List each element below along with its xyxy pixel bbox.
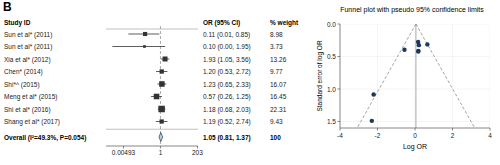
x-tick-label: 0 xyxy=(413,132,417,139)
x-axis-label: Log OR xyxy=(403,143,427,151)
confidence-interval xyxy=(112,46,165,47)
study-marker xyxy=(160,69,164,73)
study-name: Sun et al* (2011) xyxy=(4,43,52,51)
study-name: Xia et al* (2012) xyxy=(4,56,51,64)
study-marker xyxy=(143,32,147,36)
weight-label: 13.26 xyxy=(270,56,287,63)
y-axis xyxy=(340,24,341,128)
divider xyxy=(106,129,198,130)
divider xyxy=(106,29,198,30)
y-grid-line xyxy=(340,24,490,25)
or-label: 1.19 (0.52, 2.74) xyxy=(203,118,251,126)
or-label: 0.10 (0.00, 1.95) xyxy=(203,43,251,51)
or-label: 1.18 (0.68, 2.03) xyxy=(203,106,251,114)
reference-line xyxy=(415,24,416,128)
column-header: OR (95% CI) xyxy=(203,19,240,27)
panel-label: B xyxy=(3,0,12,14)
confidence-limit xyxy=(416,24,475,128)
x-grid-line xyxy=(415,24,416,128)
x-tick-label: -2 xyxy=(375,132,381,139)
confidence-limit xyxy=(357,24,416,128)
or-label: 0.11 (0.01, 0.85) xyxy=(203,31,250,39)
y-axis-label: Standard error of log OR xyxy=(316,40,324,111)
funnel-plot-area xyxy=(340,24,490,128)
x-grid-line xyxy=(377,24,378,128)
chart: B Study ID OR (95% CI) % weight 0.00493 1 203 S… xyxy=(0,0,500,165)
study-marker xyxy=(154,94,160,100)
column-header: % weight xyxy=(270,19,299,27)
or-label: 0.57 (0.26, 1.25) xyxy=(203,93,251,101)
study-name: Shi et al* (2016) xyxy=(4,106,51,114)
study-point xyxy=(416,49,420,53)
x-grid-line xyxy=(490,24,491,128)
study-name: Chen* (2014) xyxy=(4,68,43,76)
x-grid-line xyxy=(452,24,453,128)
overall-label: Overall (I²=49.3%, P=0.054) xyxy=(4,134,86,142)
x-tick xyxy=(377,128,378,131)
y-tick-label: 0.0 xyxy=(327,21,336,28)
y-tick xyxy=(338,89,341,90)
y-grid-line xyxy=(340,89,490,90)
y-grid-line xyxy=(340,121,490,122)
x-tick xyxy=(415,128,416,131)
y-grid-line xyxy=(340,56,490,57)
x-tick-label: 1 xyxy=(159,149,163,156)
weight-label: 16.45 xyxy=(270,93,287,100)
weight-label: 9.43 xyxy=(270,118,283,125)
study-name: Meng et al* (2015) xyxy=(4,93,57,101)
or-label: 1.93 (1.05, 3.56) xyxy=(203,56,251,64)
study-name: Shi*^ (2015) xyxy=(4,81,40,89)
title: Funnel plot with pseudo 95% confidence l… xyxy=(340,6,484,14)
y-tick xyxy=(338,24,341,25)
study-name: Sun et al* (2011) xyxy=(4,31,52,39)
x-tick xyxy=(340,128,341,131)
weight-label: 22.31 xyxy=(270,106,287,113)
overall-weight-label: 100 xyxy=(270,134,281,141)
study-point xyxy=(371,92,375,96)
y-tick-label: 0.5 xyxy=(327,53,336,60)
study-point xyxy=(402,48,406,52)
weight-label: 9.77 xyxy=(270,68,283,75)
x-tick-label: 203 xyxy=(192,149,203,156)
weight-label: 8.98 xyxy=(270,31,283,38)
study-point xyxy=(416,40,420,44)
study-marker xyxy=(163,56,168,61)
study-marker xyxy=(158,106,165,113)
study-point xyxy=(425,42,429,46)
y-tick-label: 1.0 xyxy=(327,86,336,93)
study-marker xyxy=(143,45,146,48)
column-header: Study ID xyxy=(4,19,31,27)
study-marker xyxy=(159,81,165,87)
or-label: 1.20 (0.53, 2.72) xyxy=(203,68,251,76)
x-axis xyxy=(106,146,198,147)
x-tick-label: 2 xyxy=(451,132,455,139)
x-grid-line xyxy=(340,24,341,128)
y-tick xyxy=(338,56,341,57)
y-tick xyxy=(338,121,341,122)
or-label: 1.23 (0.65, 2.33) xyxy=(203,81,251,89)
overall-diamond xyxy=(159,133,163,142)
weight-label: 3.73 xyxy=(270,43,283,50)
study-point xyxy=(416,49,420,53)
x-tick-label: -4 xyxy=(337,132,343,139)
x-tick xyxy=(452,128,453,131)
y-tick-label: 1.5 xyxy=(327,118,336,125)
study-point xyxy=(370,119,374,123)
study-name: Shang et al* (2017) xyxy=(4,118,60,126)
overall-or-label: 1.05 (0.81, 1.37) xyxy=(203,134,251,142)
forest-plot-area xyxy=(112,26,169,146)
study-marker xyxy=(160,119,164,123)
weight-label: 16.07 xyxy=(270,81,287,88)
x-tick-label: 4 xyxy=(488,132,492,139)
x-tick xyxy=(490,128,491,131)
x-tick-label: 0.00493 xyxy=(112,149,136,156)
